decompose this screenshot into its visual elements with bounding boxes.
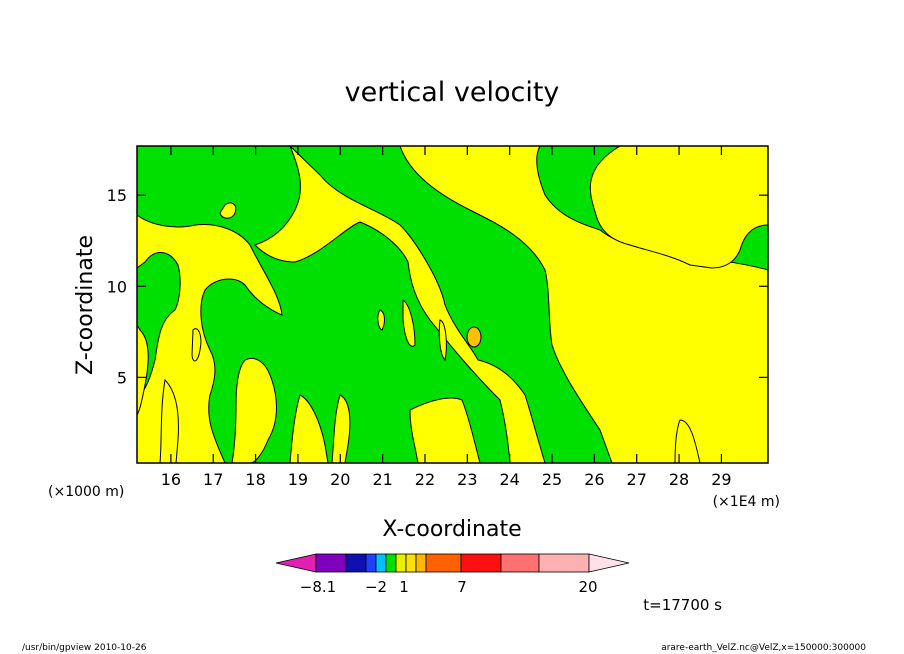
colorbar-swatch — [385, 553, 397, 573]
colorbar-swatch — [345, 553, 367, 573]
x-tick-label: 18 — [245, 470, 265, 489]
x-axis-label: X-coordinate — [382, 517, 521, 542]
x-tick-label: 20 — [330, 470, 350, 489]
yellow-region-right — [589, 146, 768, 269]
colorbar-swatch — [415, 553, 427, 573]
colorbar-swatch — [405, 553, 417, 573]
x-tick-label: 25 — [542, 470, 562, 489]
colorbar-swatch — [500, 553, 540, 573]
footer-right: arare-earth_VelZ.nc@VelZ,x=150000:300000 — [661, 643, 866, 653]
time-label: t=17700 s — [643, 596, 722, 614]
colorbar-label-4: 7 — [457, 578, 467, 596]
colorbar-swatch — [425, 553, 462, 573]
colorbar-swatch — [588, 553, 630, 573]
colorbar-swatch — [275, 553, 317, 573]
x-tick-label: 28 — [669, 470, 689, 489]
yellow-pocket-8 — [191, 328, 202, 362]
x-tick-label: 24 — [499, 470, 519, 489]
x-tick-label: 29 — [711, 470, 731, 489]
footer-left: /usr/bin/gpview 2010-10-26 — [22, 643, 147, 653]
colorbar-swatch — [315, 553, 347, 573]
orange-blob — [466, 326, 482, 348]
colorbar-swatch — [538, 553, 590, 573]
yellow-pocket-12 — [674, 419, 701, 463]
x-unit-left: (×1000 m) — [48, 484, 124, 500]
x-tick-label: 27 — [627, 470, 647, 489]
x-unit-right: (×1E4 m) — [713, 494, 780, 510]
colorbar-label-2: −2 — [365, 578, 387, 596]
colorbar-swatch — [365, 553, 377, 573]
colorbar-swatch — [395, 553, 407, 573]
x-tick-label: 21 — [372, 470, 392, 489]
yellow-pocket-7 — [219, 202, 237, 219]
y-tick-label: 10 — [107, 277, 127, 296]
x-tick-label: 26 — [584, 470, 604, 489]
yellow-pocket-3 — [331, 394, 351, 463]
x-tick-label: 19 — [288, 470, 308, 489]
colorbar-label-5: 20 — [578, 578, 597, 596]
x-axis-ticks: 16 17 18 19 20 21 22 23 24 25 26 27 28 29 — [161, 146, 732, 489]
chart-title: vertical velocity — [345, 77, 560, 108]
contour-field — [137, 146, 768, 463]
colorbar-label-1: −8.1 — [300, 578, 336, 596]
yellow-pocket-1 — [231, 357, 277, 463]
colorbar-swatch — [375, 553, 387, 573]
colorbar-label-3: 1 — [399, 578, 409, 596]
yellow-pocket-2 — [289, 394, 329, 463]
y-tick-label: 5 — [117, 368, 127, 387]
colorbar-swatch — [460, 553, 502, 573]
y-tick-label: 15 — [107, 186, 127, 205]
y-axis-label: Z-coordinate — [73, 235, 98, 375]
y-axis-ticks: 5 10 15 — [107, 186, 768, 387]
colorbar — [275, 553, 630, 573]
yellow-pocket-6 — [159, 378, 179, 463]
yellow-pocket-4 — [409, 397, 481, 463]
yellow-pocket-11 — [438, 319, 447, 362]
x-tick-label: 16 — [161, 470, 181, 489]
x-tick-label: 17 — [203, 470, 223, 489]
yellow-pocket-9 — [377, 309, 385, 331]
x-tick-label: 23 — [457, 470, 477, 489]
colorbar-labels: −8.1 −2 1 7 20 — [300, 578, 598, 596]
yellow-pocket-10 — [402, 299, 416, 347]
plot-frame — [136, 145, 769, 464]
x-tick-label: 22 — [415, 470, 435, 489]
